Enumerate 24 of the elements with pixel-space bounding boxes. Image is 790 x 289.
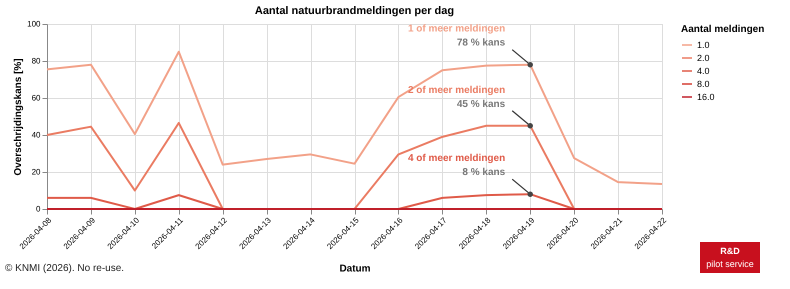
y-axis-title: Overschrijdingskans [%]: [13, 58, 24, 176]
y-tick-label: 80: [32, 56, 42, 66]
legend-title: Aantal meldingen: [681, 24, 764, 35]
text: pilot service: [706, 259, 754, 269]
legend-label: 16.0: [697, 92, 715, 102]
legend-label: 2.0: [697, 53, 710, 63]
legend-label: 4.0: [697, 66, 710, 76]
text: © KNMI (2026). No re-use.: [5, 263, 124, 274]
x-axis-title: Datum: [339, 264, 371, 274]
line-series: [46, 50, 663, 186]
y-tick-label: 0: [36, 204, 42, 214]
y-tick-label: 60: [32, 94, 42, 102]
y-tick-label: 100: [27, 20, 42, 28]
text: R&D: [720, 246, 740, 256]
legend-label: 8.0: [697, 79, 710, 89]
chart-title: Aantal natuurbrandmeldingen per dag: [254, 5, 454, 17]
annotation: 1 of meer meldingen: [408, 24, 506, 35]
y-tick-label: 20: [32, 168, 42, 176]
annotation: 8 % kans: [462, 167, 506, 178]
annotation: 4 of meer meldingen: [408, 153, 506, 164]
legend-label: 1.0: [697, 40, 710, 50]
annotation: 45 % kans: [456, 98, 506, 110]
y-tick-label: 40: [32, 130, 42, 140]
annotation: 78 % kans: [456, 38, 506, 49]
